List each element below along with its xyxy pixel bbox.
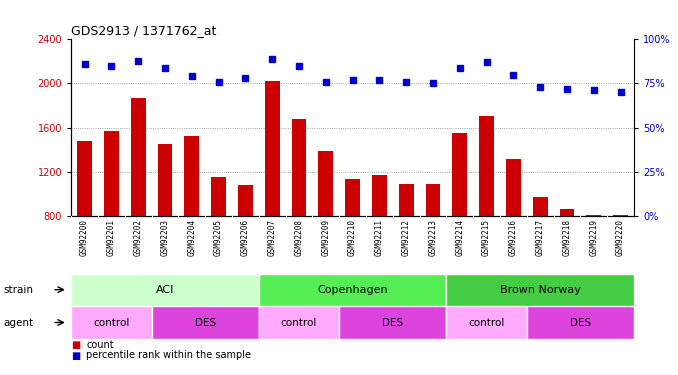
Bar — [446, 274, 634, 306]
Text: GSM92200: GSM92200 — [80, 219, 89, 255]
Text: GSM92217: GSM92217 — [536, 219, 544, 255]
Bar — [372, 175, 386, 216]
Bar — [259, 306, 339, 339]
Text: GSM92202: GSM92202 — [134, 219, 142, 255]
Text: Copenhagen: Copenhagen — [317, 285, 388, 295]
Bar — [104, 131, 119, 216]
Text: ACI: ACI — [156, 285, 174, 295]
Text: GSM92215: GSM92215 — [482, 219, 491, 255]
Text: GSM92220: GSM92220 — [616, 219, 625, 255]
Text: control: control — [468, 318, 504, 327]
Text: ■: ■ — [71, 340, 81, 350]
Text: strain: strain — [3, 285, 33, 295]
Bar — [238, 185, 253, 216]
Bar — [345, 179, 360, 216]
Bar — [265, 81, 279, 216]
Bar — [452, 133, 467, 216]
Text: Brown Norway: Brown Norway — [500, 285, 580, 295]
Text: agent: agent — [3, 318, 33, 327]
Text: GSM92206: GSM92206 — [241, 219, 250, 255]
Bar — [77, 141, 92, 216]
Text: GSM92208: GSM92208 — [294, 219, 304, 255]
Text: control: control — [93, 318, 129, 327]
Text: DES: DES — [570, 318, 591, 327]
Bar — [586, 214, 601, 216]
Bar — [506, 159, 521, 216]
Bar — [71, 306, 152, 339]
Bar — [152, 306, 259, 339]
Text: count: count — [86, 340, 114, 350]
Bar — [259, 274, 446, 306]
Text: GSM92203: GSM92203 — [161, 219, 170, 255]
Bar — [613, 214, 628, 216]
Bar — [399, 184, 414, 216]
Text: GSM92204: GSM92204 — [187, 219, 196, 255]
Bar — [131, 98, 146, 216]
Text: GSM92210: GSM92210 — [348, 219, 357, 255]
Bar — [319, 151, 333, 216]
Bar — [212, 177, 226, 216]
Text: ■: ■ — [71, 351, 81, 360]
Text: GSM92209: GSM92209 — [321, 219, 330, 255]
Text: GSM92211: GSM92211 — [375, 219, 384, 255]
Text: GSM92218: GSM92218 — [563, 219, 572, 255]
Text: GDS2913 / 1371762_at: GDS2913 / 1371762_at — [71, 24, 216, 38]
Bar — [157, 144, 172, 216]
Bar — [71, 274, 259, 306]
Text: GSM92214: GSM92214 — [455, 219, 464, 255]
Text: GSM92207: GSM92207 — [268, 219, 277, 255]
Bar — [339, 306, 446, 339]
Text: GSM92213: GSM92213 — [428, 219, 437, 255]
Bar — [292, 118, 306, 216]
Bar — [479, 117, 494, 216]
Text: GSM92216: GSM92216 — [509, 219, 518, 255]
Text: GSM92212: GSM92212 — [401, 219, 411, 255]
Bar — [533, 197, 548, 216]
Text: DES: DES — [195, 318, 216, 327]
Text: GSM92201: GSM92201 — [107, 219, 116, 255]
Bar — [527, 306, 634, 339]
Text: DES: DES — [382, 318, 403, 327]
Text: control: control — [281, 318, 317, 327]
Bar — [426, 184, 440, 216]
Bar — [559, 209, 574, 216]
Bar — [446, 306, 527, 339]
Text: GSM92219: GSM92219 — [589, 219, 598, 255]
Text: GSM92205: GSM92205 — [214, 219, 223, 255]
Text: percentile rank within the sample: percentile rank within the sample — [86, 351, 251, 360]
Bar — [184, 136, 199, 216]
